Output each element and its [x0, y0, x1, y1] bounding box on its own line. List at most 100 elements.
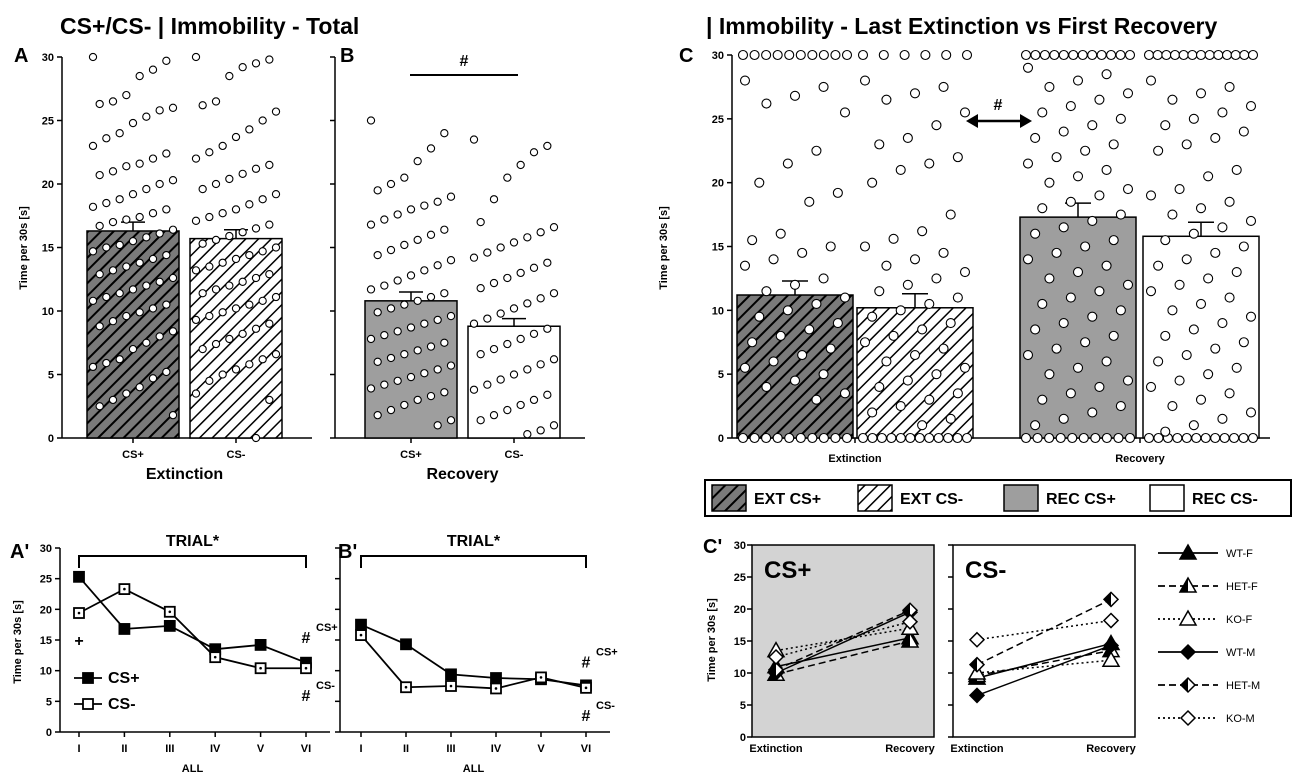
panel-a-data-point: [238, 277, 247, 286]
panel-c-data-point: [1022, 254, 1034, 265]
panel-c-prime-series-line: [976, 649, 1112, 677]
panel-c-data-point: [931, 120, 942, 131]
panel-a-data-point: [128, 190, 138, 199]
panel-c-prime-y-tick-label: 25: [734, 572, 746, 584]
panel-a-data-point: [102, 292, 111, 302]
panel-b-data-point: [516, 400, 525, 410]
panel-c-prime-series-line: [775, 621, 911, 658]
panel-c-prime-marker: [767, 648, 785, 666]
panel-c-data-point: [920, 49, 931, 61]
panel-c-data-point: [1203, 171, 1214, 182]
panel-a-data-point: [265, 220, 274, 229]
panel-a-data-point: [122, 90, 131, 100]
panel-c-data-point: [1058, 318, 1069, 329]
panel-b-data-point: [406, 205, 416, 214]
panel-c-data-point: [818, 273, 829, 284]
panel-b-data-point: [366, 384, 376, 393]
panel-c-data-point: [1181, 254, 1192, 265]
panel-c-data-point: [1187, 49, 1198, 61]
panel-c-data-point: [1124, 432, 1136, 444]
panel-a-data-point: [258, 296, 267, 305]
panel-c-data-point: [1231, 164, 1242, 175]
panel-c-prime-legend-marker-0: [1178, 543, 1198, 560]
panel-c-data-point: [825, 241, 836, 252]
panel-b-prime-marker-dot: [449, 684, 453, 688]
panel-c-prime-legend-label-5: KO-M: [1226, 713, 1255, 725]
panel-b-data-point: [489, 278, 499, 288]
panel-b-data-point: [529, 263, 539, 272]
panel-c-data-point: [1210, 432, 1221, 444]
panel-a-data-point: [142, 281, 151, 290]
panel-a-prime-series-line-1: [78, 588, 306, 670]
panel-c-data-point: [1221, 49, 1233, 61]
panel-c-data-point: [917, 226, 928, 237]
panel-a-data-point: [231, 205, 241, 214]
panel-b-data-point: [380, 330, 389, 340]
panel-a-data-point: [218, 141, 227, 151]
panel-c-data-point: [1094, 381, 1105, 392]
panel-c-data-point: [924, 158, 935, 169]
panel-c-data-point: [1224, 388, 1235, 399]
panel-a-data-point: [225, 231, 234, 241]
panel-c-group-label-1: Recovery: [1115, 453, 1165, 465]
panel-a-data-point: [102, 134, 111, 143]
panel-a-prime-legend-label-0: CS+: [108, 670, 140, 687]
panel-b-data-point: [503, 173, 512, 182]
panel-b-prime-x-label-0: I: [359, 743, 362, 755]
panel-a-data-point: [205, 311, 214, 321]
panel-a-data-point: [191, 216, 201, 225]
panel-c-data-point: [1174, 375, 1185, 386]
panel-b-data-point: [366, 220, 376, 229]
panel-c-data-point: [1096, 49, 1107, 61]
panel-b: B CS+ CS- Recovery #: [330, 45, 585, 483]
panel-c-prime-x-label: Extinction: [749, 743, 802, 755]
panel-a-y-label: Time per 30s [s]: [18, 206, 30, 290]
panel-b-data-point: [400, 173, 409, 182]
panel-c-data-point: [1210, 247, 1221, 258]
panel-c-data-point: [895, 164, 906, 175]
panel-c-data-point: [1238, 337, 1249, 348]
panel-c-data-point: [832, 318, 843, 329]
panel-a-prime-annotation-1: #: [302, 630, 311, 647]
panel-a-data-point: [168, 273, 178, 283]
panel-b-data-point: [446, 256, 456, 265]
panel-c-prime-marker-half: [970, 657, 977, 672]
panel-b-prime-x-label-5: VI: [581, 743, 591, 755]
panel-b-prime-annotation-1: #: [582, 708, 591, 725]
panel-b-data-point: [380, 215, 389, 224]
panel-a-data-point: [271, 190, 281, 199]
panel-c-data-point: [1172, 432, 1183, 444]
panel-b-data-point: [406, 271, 416, 280]
panel-b-data-point: [446, 416, 456, 425]
panel-a-data-point: [115, 355, 124, 364]
2-y-tick-label: 5: [718, 369, 724, 381]
panel-c-prime-marker-half: [769, 662, 776, 677]
panel-c-data-point: [1191, 432, 1202, 444]
panel-a-data-point: [88, 247, 98, 256]
panel-b-data-point: [543, 141, 552, 151]
panel-c-data-point: [1195, 88, 1207, 99]
panel-c-data-point: [784, 49, 795, 61]
panel-c-prime-marker-half: [902, 633, 910, 647]
panel-a-data-point: [231, 254, 241, 264]
panel-c-prime: C' Time per 30s [s] 0 5 10 15 20 25 30 CS+ Extinct…: [703, 536, 1260, 755]
panel-c-data-point: [839, 107, 851, 118]
panel-a-data-point: [251, 273, 261, 283]
panel-a-data-point: [155, 332, 164, 341]
legend-label-0: EXT CS+: [754, 491, 821, 508]
panel-b-prime-marker-dot: [359, 633, 363, 637]
panel-a-data-point: [265, 55, 274, 64]
0-y-tick-label: 25: [42, 116, 54, 128]
panel-c-prime-legend-marker-3: [1179, 643, 1197, 661]
panel-b-data-point: [386, 245, 396, 255]
panel-a-data-point: [258, 247, 267, 256]
panel-c-data-point: [1245, 407, 1257, 418]
panel-a-data-point: [148, 209, 158, 218]
panel-a-prime-marker-0: [163, 619, 176, 632]
panel-a-data-point: [168, 103, 178, 112]
panel-a-data-point: [135, 308, 144, 317]
panel-a-prime-annotation-sup-1: CS+: [316, 622, 338, 634]
panel-a-data-point: [211, 97, 221, 106]
panel-c-data-point: [1037, 394, 1048, 405]
